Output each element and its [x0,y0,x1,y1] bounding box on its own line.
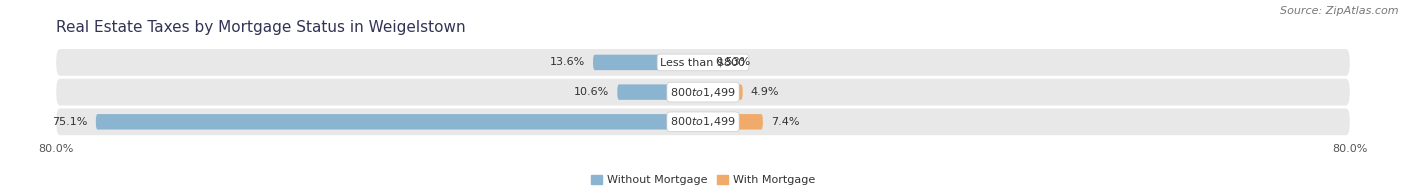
FancyBboxPatch shape [96,114,703,130]
Text: Less than $800: Less than $800 [661,57,745,67]
Text: 10.6%: 10.6% [574,87,609,97]
Text: 13.6%: 13.6% [550,57,585,67]
FancyBboxPatch shape [593,55,703,70]
Text: Source: ZipAtlas.com: Source: ZipAtlas.com [1281,6,1399,16]
FancyBboxPatch shape [56,79,1350,105]
Text: Real Estate Taxes by Mortgage Status in Weigelstown: Real Estate Taxes by Mortgage Status in … [56,20,465,35]
FancyBboxPatch shape [703,114,763,130]
Legend: Without Mortgage, With Mortgage: Without Mortgage, With Mortgage [586,170,820,190]
FancyBboxPatch shape [56,49,1350,76]
Text: 0.53%: 0.53% [716,57,751,67]
Text: 7.4%: 7.4% [770,117,800,127]
Text: $800 to $1,499: $800 to $1,499 [671,115,735,128]
Text: $800 to $1,499: $800 to $1,499 [671,86,735,99]
Text: 75.1%: 75.1% [52,117,87,127]
FancyBboxPatch shape [617,84,703,100]
FancyBboxPatch shape [703,84,742,100]
FancyBboxPatch shape [703,55,707,70]
Text: 4.9%: 4.9% [751,87,779,97]
FancyBboxPatch shape [56,108,1350,135]
